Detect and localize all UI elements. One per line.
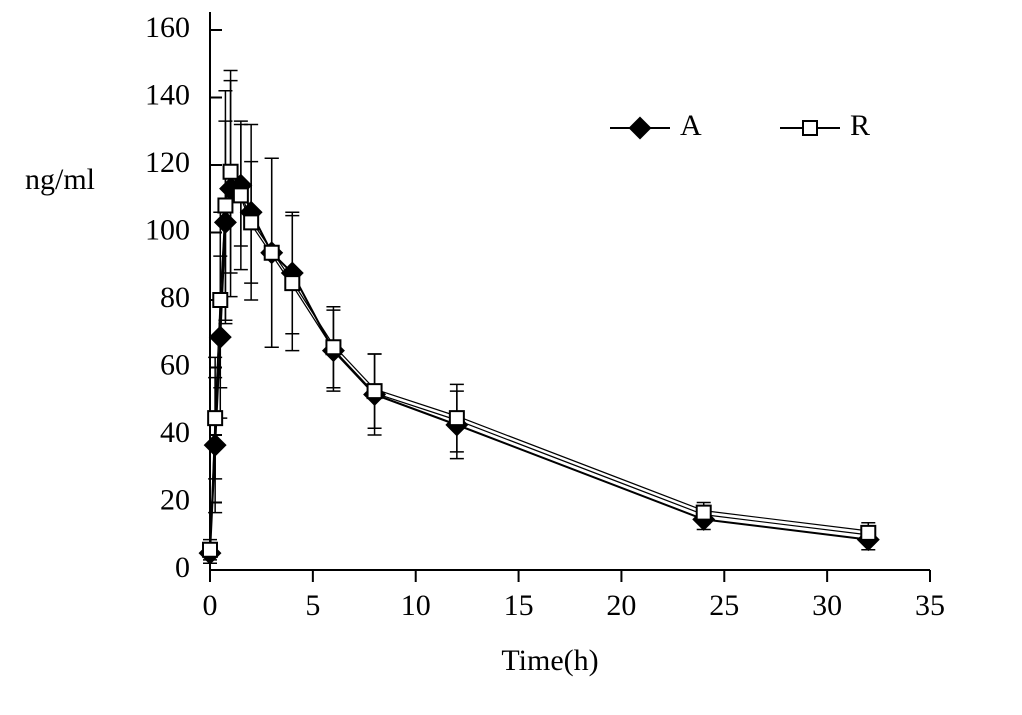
chart-container: 0 20 40 60 80 100 120 140 160 ng/ml 0 5 10 15 20 25 30 35…: [0, 0, 1022, 715]
pk-chart: 0 20 40 60 80 100 120 140 160 ng/ml 0 5 10 15 20 25 30 35…: [0, 0, 1022, 715]
x-tick-label: 15: [504, 589, 534, 622]
y-axis-title: ng/ml: [25, 163, 95, 196]
x-tick-label: 5: [305, 589, 320, 622]
legend-label: R: [850, 109, 870, 142]
y-tick-label: 120: [145, 146, 190, 179]
x-tick-label: 25: [709, 589, 739, 622]
legend-label: A: [680, 109, 702, 142]
x-tick-label: 20: [606, 589, 636, 622]
x-tick-label: 10: [401, 589, 431, 622]
y-tick-label: 20: [160, 483, 190, 516]
x-tick-label: 35: [915, 589, 945, 622]
y-tick-label: 80: [160, 281, 190, 314]
x-tick-label: 30: [812, 589, 842, 622]
y-tick-label: 40: [160, 416, 190, 449]
y-tick-label: 160: [145, 11, 190, 44]
x-axis-title: Time(h): [501, 644, 598, 677]
x-tick-label: 0: [203, 589, 218, 622]
y-tick-label: 140: [145, 78, 190, 111]
y-tick-label: 0: [175, 551, 190, 584]
y-tick-label: 100: [145, 213, 190, 246]
y-tick-label: 60: [160, 348, 190, 381]
